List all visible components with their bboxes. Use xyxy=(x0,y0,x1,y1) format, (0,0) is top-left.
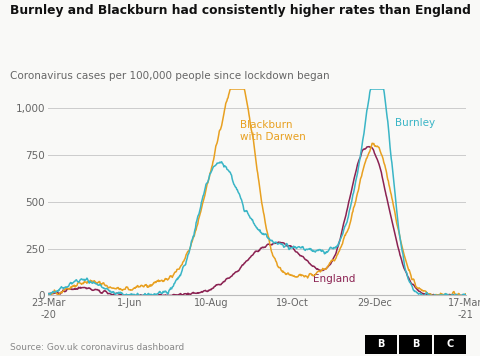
Text: Burnley and Blackburn had consistently higher rates than England: Burnley and Blackburn had consistently h… xyxy=(10,4,470,17)
Text: Source: Gov.uk coronavirus dashboard: Source: Gov.uk coronavirus dashboard xyxy=(10,344,184,352)
Text: Blackburn
with Darwen: Blackburn with Darwen xyxy=(240,120,306,142)
Text: Coronavirus cases per 100,000 people since lockdown began: Coronavirus cases per 100,000 people sin… xyxy=(10,71,329,81)
Text: B: B xyxy=(412,339,419,350)
Text: C: C xyxy=(446,339,454,350)
Text: England: England xyxy=(313,274,356,284)
Text: B: B xyxy=(377,339,384,350)
Text: Burnley: Burnley xyxy=(395,118,435,128)
